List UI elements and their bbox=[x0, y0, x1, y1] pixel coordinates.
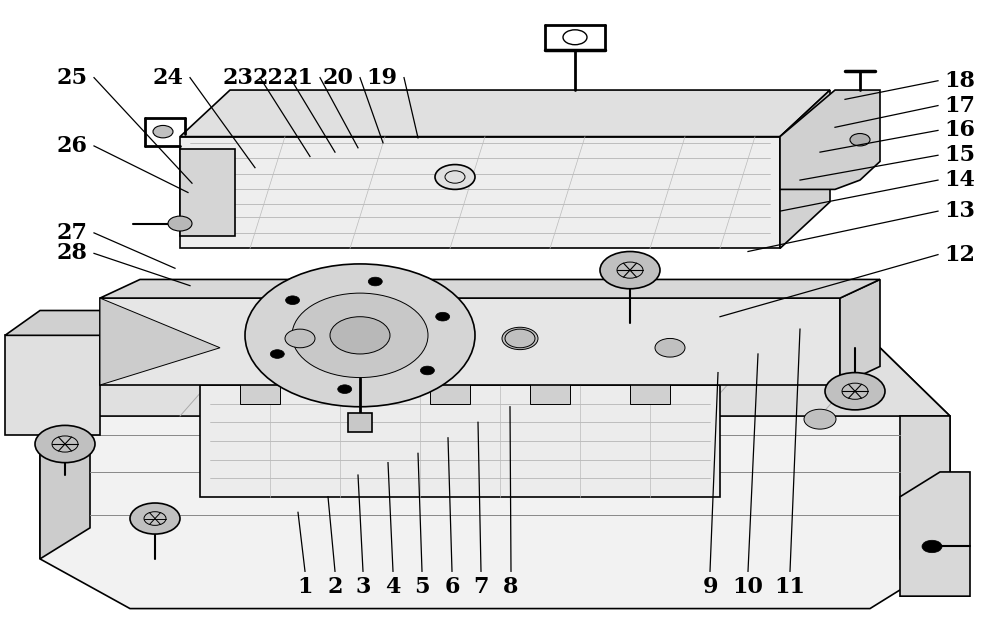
Text: 20: 20 bbox=[323, 66, 353, 89]
Text: 5: 5 bbox=[414, 576, 430, 598]
Circle shape bbox=[655, 338, 685, 357]
Polygon shape bbox=[430, 379, 470, 404]
Circle shape bbox=[130, 503, 180, 534]
Circle shape bbox=[825, 373, 885, 410]
Polygon shape bbox=[840, 279, 880, 385]
Circle shape bbox=[505, 329, 535, 348]
Polygon shape bbox=[900, 472, 970, 596]
Circle shape bbox=[804, 409, 836, 429]
Circle shape bbox=[436, 312, 450, 321]
Circle shape bbox=[292, 293, 428, 378]
Circle shape bbox=[245, 264, 475, 407]
Circle shape bbox=[850, 134, 870, 146]
Polygon shape bbox=[5, 310, 140, 335]
Text: 26: 26 bbox=[56, 135, 88, 157]
Text: 13: 13 bbox=[945, 200, 975, 222]
Polygon shape bbox=[40, 348, 950, 416]
Polygon shape bbox=[530, 379, 570, 404]
Polygon shape bbox=[100, 298, 220, 385]
Circle shape bbox=[368, 277, 382, 286]
Text: 25: 25 bbox=[56, 66, 88, 89]
Circle shape bbox=[435, 165, 475, 189]
Text: 4: 4 bbox=[385, 576, 401, 598]
Text: 19: 19 bbox=[366, 66, 398, 89]
Text: 10: 10 bbox=[733, 576, 763, 598]
Polygon shape bbox=[180, 90, 830, 137]
Polygon shape bbox=[100, 298, 840, 385]
Text: 1: 1 bbox=[297, 576, 313, 598]
Circle shape bbox=[285, 329, 315, 348]
Text: 14: 14 bbox=[945, 169, 975, 191]
Polygon shape bbox=[780, 90, 830, 248]
Text: 9: 9 bbox=[702, 576, 718, 598]
Text: 28: 28 bbox=[56, 242, 88, 265]
Polygon shape bbox=[40, 385, 90, 559]
Polygon shape bbox=[630, 379, 670, 404]
Polygon shape bbox=[180, 137, 780, 248]
Text: 16: 16 bbox=[944, 119, 976, 142]
Circle shape bbox=[330, 317, 390, 354]
Text: 2: 2 bbox=[327, 576, 343, 598]
Polygon shape bbox=[348, 413, 372, 432]
Text: 12: 12 bbox=[944, 243, 976, 266]
Polygon shape bbox=[780, 90, 880, 189]
Polygon shape bbox=[5, 335, 100, 435]
Text: 27: 27 bbox=[56, 222, 88, 244]
Text: 17: 17 bbox=[944, 94, 976, 117]
Text: 8: 8 bbox=[503, 576, 519, 598]
Circle shape bbox=[922, 540, 942, 553]
Polygon shape bbox=[180, 149, 235, 236]
Circle shape bbox=[502, 327, 538, 350]
Polygon shape bbox=[40, 348, 950, 609]
Text: 15: 15 bbox=[944, 144, 976, 166]
Text: 21: 21 bbox=[283, 66, 314, 89]
Circle shape bbox=[338, 385, 352, 394]
Circle shape bbox=[168, 216, 192, 231]
Circle shape bbox=[420, 366, 434, 375]
Polygon shape bbox=[330, 379, 370, 404]
Text: 24: 24 bbox=[153, 66, 183, 89]
Circle shape bbox=[35, 425, 95, 463]
Circle shape bbox=[600, 252, 660, 289]
Text: 6: 6 bbox=[444, 576, 460, 598]
Text: 11: 11 bbox=[774, 576, 806, 598]
Polygon shape bbox=[100, 279, 880, 298]
Text: 7: 7 bbox=[473, 576, 489, 598]
Circle shape bbox=[153, 125, 173, 138]
Text: 3: 3 bbox=[355, 576, 371, 598]
Circle shape bbox=[270, 350, 284, 358]
Text: 22: 22 bbox=[252, 66, 284, 89]
Circle shape bbox=[286, 296, 300, 304]
Polygon shape bbox=[200, 385, 720, 497]
Text: 23: 23 bbox=[223, 66, 253, 89]
Text: 18: 18 bbox=[944, 70, 976, 92]
Polygon shape bbox=[900, 416, 950, 559]
Polygon shape bbox=[240, 379, 280, 404]
